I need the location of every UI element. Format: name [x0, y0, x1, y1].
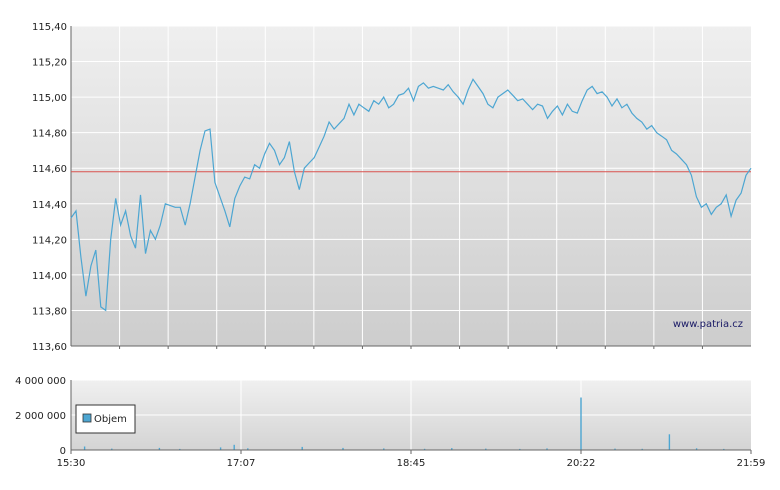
- x-tick-label: 15:30: [57, 458, 86, 469]
- price-y-tick-label: 113,60: [32, 342, 67, 353]
- volume-y-tick-label: 0: [60, 446, 66, 457]
- legend: Objem: [75, 404, 136, 434]
- x-tick-label: 18:45: [397, 458, 426, 469]
- volume-y-tick-label: 2 000 000: [15, 411, 66, 422]
- watermark: www.patria.cz: [673, 319, 743, 330]
- legend-swatch: [82, 413, 92, 423]
- price-y-tick-label: 114,00: [32, 271, 67, 282]
- volume-y-tick-label: 4 000 000: [15, 376, 66, 387]
- price-y-tick-label: 114,80: [32, 129, 67, 140]
- price-y-tick-label: 115,20: [32, 58, 67, 69]
- price-y-tick-label: 115,40: [32, 22, 67, 33]
- price-grid: [71, 25, 751, 349]
- price-y-tick-label: 114,60: [32, 164, 67, 175]
- x-tick-label: 20:22: [567, 458, 596, 469]
- price-y-tick-label: 115,00: [32, 93, 67, 104]
- volume-y-axis: 0 2 000 000 4 000 000: [15, 376, 66, 457]
- price-line: [70, 78, 752, 312]
- price-y-tick-label: 114,40: [32, 200, 67, 211]
- price-y-tick-label: 113,80: [32, 306, 67, 317]
- x-tick-label: 21:59: [737, 458, 766, 469]
- legend-label: Objem: [94, 414, 127, 425]
- price-y-tick-label: 114,20: [32, 235, 67, 246]
- price-y-axis: 113,60 113,80 114,00 114,20 114,40 114,60 114,…: [32, 22, 67, 353]
- price-points: [70, 79, 752, 311]
- x-tick-label: 17:07: [227, 458, 256, 469]
- x-axis: 15:30 17:07 18:45 20:22 21:59: [57, 450, 766, 469]
